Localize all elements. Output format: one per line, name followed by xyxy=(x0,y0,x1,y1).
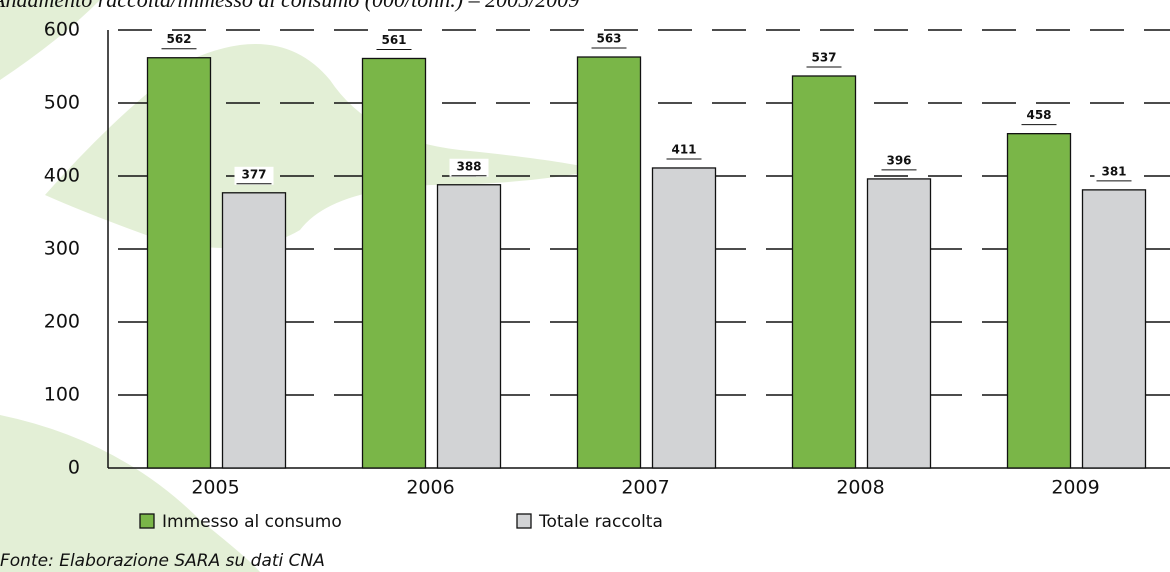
x-tick-label: 2009 xyxy=(1051,477,1099,499)
value-label: 561 xyxy=(381,33,406,47)
y-tick-label: 600 xyxy=(44,19,80,41)
label-bg xyxy=(234,166,274,185)
value-label: 377 xyxy=(241,167,266,181)
y-tick-label: 100 xyxy=(44,384,80,406)
label-bg xyxy=(449,158,489,177)
x-tick-label: 2005 xyxy=(191,477,239,499)
value-label: 563 xyxy=(596,32,621,46)
bar xyxy=(1006,133,1072,469)
label-bg xyxy=(1094,163,1134,182)
decoration xyxy=(0,0,100,80)
label-bg xyxy=(159,31,199,50)
legend-label: Totale raccolta xyxy=(538,512,663,532)
label-bg xyxy=(374,32,414,51)
label-bg xyxy=(589,31,629,50)
decoration xyxy=(45,44,600,248)
y-tick-label: 300 xyxy=(44,238,80,260)
y-tick-label: 0 xyxy=(68,457,80,479)
label-bg xyxy=(1019,107,1059,126)
bar xyxy=(436,184,502,469)
bar xyxy=(576,56,642,469)
value-label: 396 xyxy=(886,153,911,167)
legend-swatch xyxy=(516,513,532,529)
label-bg xyxy=(804,49,844,68)
bar xyxy=(221,192,287,469)
x-tick-label: 2006 xyxy=(406,477,454,499)
bar xyxy=(146,57,212,469)
bar xyxy=(361,57,427,469)
source: Fonte: Elaborazione SARA su dati CNA xyxy=(0,551,325,571)
x-tick-label: 2008 xyxy=(836,477,884,499)
value-label: 381 xyxy=(1101,164,1126,178)
bar xyxy=(1081,189,1147,469)
bar xyxy=(791,75,857,469)
value-label: 537 xyxy=(811,50,836,64)
x-tick-label: 2007 xyxy=(621,477,669,499)
label-bg xyxy=(664,141,704,160)
label-bg xyxy=(879,152,919,171)
legend-swatch xyxy=(139,513,155,529)
y-tick-label: 200 xyxy=(44,311,80,333)
value-label: 388 xyxy=(456,159,481,173)
bar xyxy=(866,178,932,469)
value-label: 562 xyxy=(166,32,191,46)
y-tick-label: 400 xyxy=(44,165,80,187)
legend-label: Immesso al consumo xyxy=(162,512,342,532)
value-label: 458 xyxy=(1026,108,1051,122)
y-tick-label: 500 xyxy=(44,92,80,114)
chart-title: Andamento raccolta/immesso al consumo (0… xyxy=(0,0,579,12)
value-label: 411 xyxy=(671,142,696,156)
decoration xyxy=(0,415,260,572)
bar xyxy=(651,167,717,469)
